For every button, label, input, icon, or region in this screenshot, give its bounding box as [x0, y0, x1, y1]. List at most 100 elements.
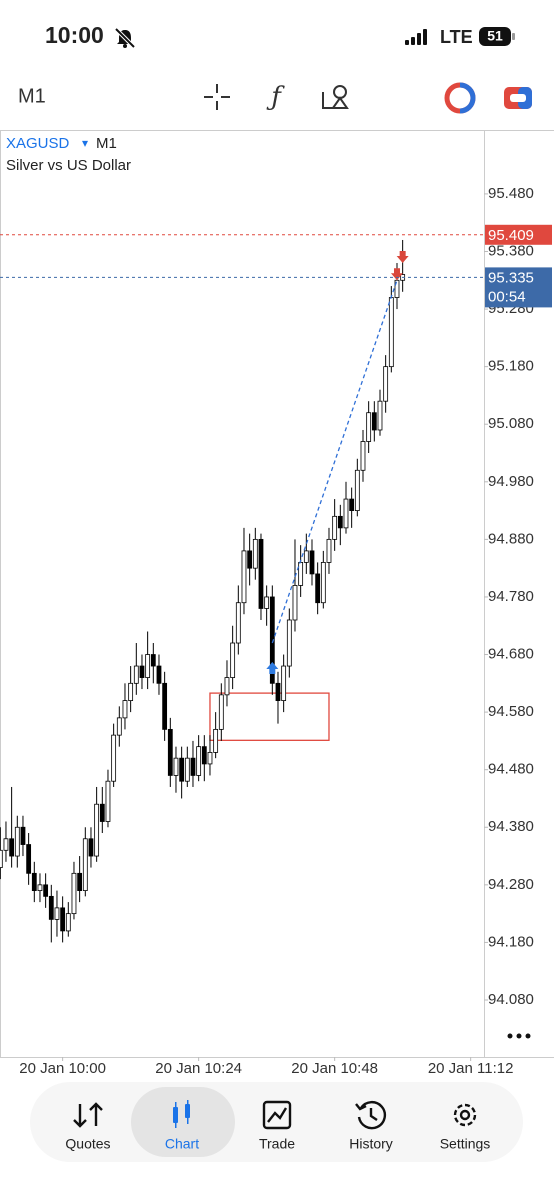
- battery: [479, 27, 511, 46]
- candle-body: [184, 757, 190, 782]
- nav-settings[interactable]: Settings: [440, 1136, 491, 1152]
- candle-body: [196, 746, 202, 776]
- candle-body: [286, 619, 292, 667]
- nav-trade[interactable]: Trade: [259, 1136, 295, 1152]
- trading-icon[interactable]: [444, 82, 476, 114]
- y-tick-label: 94.980: [488, 473, 534, 490]
- candle-body: [60, 907, 66, 932]
- candle-body: [162, 682, 168, 730]
- candle-body: [3, 838, 9, 851]
- candle-body: [320, 562, 326, 604]
- more-menu[interactable]: [507, 1033, 531, 1039]
- candle-body: [31, 872, 37, 892]
- candle-body: [349, 498, 355, 511]
- candle-body: [230, 642, 236, 678]
- candle-body: [275, 682, 281, 701]
- candle-body: [167, 728, 173, 776]
- candle-body: [247, 550, 253, 569]
- candle-body: [315, 573, 321, 604]
- objects-icon[interactable]: [322, 85, 349, 109]
- candle-body: [332, 515, 338, 540]
- chart-icon[interactable]: [173, 1100, 190, 1128]
- ask-label-bg: [485, 224, 552, 245]
- candle-body: [37, 884, 43, 892]
- chart-title: Silver vs US Dollar: [6, 157, 131, 174]
- candle-body: [377, 400, 383, 431]
- candle-body: [343, 498, 349, 529]
- trade-line: [271, 280, 398, 644]
- y-tick-label: 95.480: [488, 185, 534, 202]
- silent-icon: [114, 27, 136, 49]
- symbol-arrow[interactable]: ▾: [82, 136, 88, 150]
- candle-body: [173, 757, 179, 776]
- history-icon[interactable]: [355, 1101, 386, 1130]
- candle-body: [213, 728, 219, 753]
- candle-body: [269, 596, 275, 684]
- y-tick-label: 95.180: [488, 358, 534, 375]
- y-tick-label: 94.880: [488, 530, 534, 547]
- candle-body: [207, 752, 213, 765]
- symbol[interactable]: XAGUSD: [6, 135, 70, 152]
- signal-icon: [405, 29, 427, 45]
- candle-body: [303, 550, 309, 563]
- candle-body: [26, 844, 32, 874]
- y-tick-label: 94.080: [488, 991, 534, 1008]
- candle-body: [71, 872, 77, 915]
- candle-body: [235, 602, 241, 644]
- candle-body: [105, 780, 111, 822]
- crosshair-icon[interactable]: [204, 84, 230, 110]
- candle-body: [54, 907, 60, 920]
- candle-body: [258, 538, 264, 609]
- active-tab-bg: [131, 1087, 235, 1157]
- nav-chart[interactable]: Chart: [165, 1136, 199, 1152]
- candle-body: [150, 654, 156, 667]
- y-tick-label: 94.180: [488, 933, 534, 950]
- candle-body: [99, 803, 105, 822]
- y-tick-label: 95.080: [488, 415, 534, 432]
- one-click-icon[interactable]: [504, 87, 532, 109]
- drawn-rectangle: [209, 692, 330, 741]
- settings-icon[interactable]: [453, 1103, 477, 1127]
- y-tick-label: 94.280: [488, 876, 534, 893]
- candle-body: [145, 654, 151, 678]
- candle-body: [128, 682, 134, 701]
- candle-body: [326, 538, 332, 563]
- candle-body: [309, 550, 315, 575]
- candle-body: [111, 734, 117, 782]
- candle-body: [264, 596, 270, 609]
- buy-arrow: [266, 662, 279, 675]
- candle-body: [366, 412, 372, 442]
- candle-body: [0, 849, 3, 868]
- candle-body: [252, 538, 258, 569]
- candle-body: [354, 469, 360, 511]
- x-tick-label: 20 Jan 11:12: [428, 1060, 514, 1077]
- candle-body: [65, 913, 71, 932]
- y-tick-label: 95.380: [488, 242, 534, 259]
- battery-level: 51: [487, 28, 503, 44]
- y-tick-label: 94.480: [488, 761, 534, 778]
- quotes-icon[interactable]: [73, 1102, 103, 1128]
- network: LTE: [440, 27, 473, 47]
- candle-body: [281, 665, 287, 701]
- bar-timer: 00:54: [488, 288, 526, 305]
- candle-body: [298, 562, 304, 586]
- sell-arrow: [396, 251, 409, 264]
- nav-quotes[interactable]: Quotes: [65, 1136, 110, 1152]
- candle-body: [156, 665, 162, 684]
- candle-body: [241, 550, 247, 604]
- indicators-icon[interactable]: ƒ: [266, 82, 285, 112]
- candle-body: [371, 412, 377, 431]
- candle-body: [201, 746, 207, 765]
- timeframe-button[interactable]: M1: [18, 85, 46, 107]
- candle-body: [292, 585, 298, 621]
- ask-label: 95.409: [488, 227, 534, 244]
- nav-history[interactable]: History: [349, 1136, 393, 1152]
- chart-timeframe: M1: [96, 135, 117, 152]
- trade-icon[interactable]: [262, 1100, 292, 1130]
- candle-body: [179, 757, 185, 782]
- candle-body: [139, 665, 145, 678]
- bid-label-bg: [485, 267, 552, 308]
- candle-body: [20, 826, 26, 845]
- y-tick-label: 94.380: [488, 818, 534, 835]
